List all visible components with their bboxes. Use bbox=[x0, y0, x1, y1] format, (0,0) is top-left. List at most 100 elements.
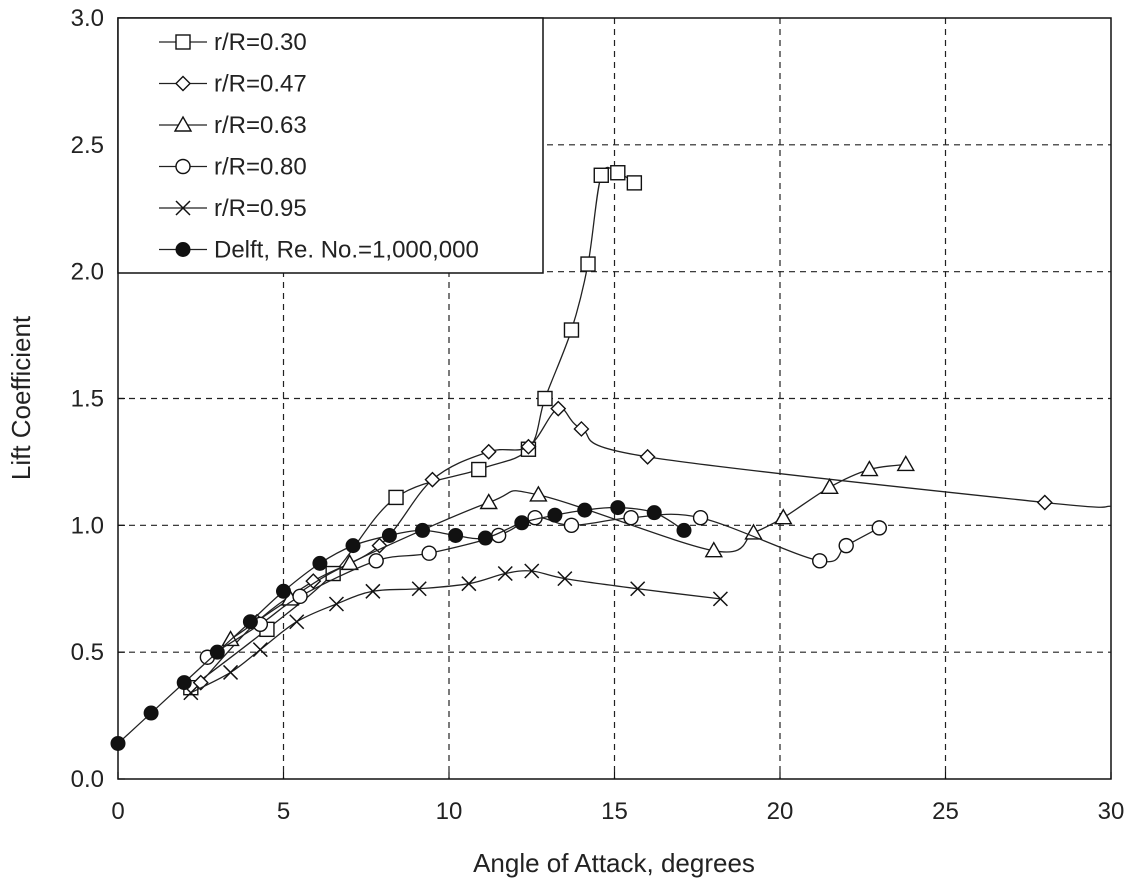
data-point bbox=[812, 553, 828, 569]
data-point bbox=[774, 508, 793, 525]
series-line bbox=[207, 513, 880, 658]
legend-entry: r/R=0.30 bbox=[159, 29, 307, 56]
y-tick-label: 1.5 bbox=[71, 386, 104, 413]
data-point bbox=[479, 493, 498, 510]
data-point bbox=[563, 517, 580, 534]
data-point bbox=[276, 583, 291, 599]
data-point bbox=[630, 581, 646, 597]
data-point bbox=[524, 563, 540, 579]
x-tick-label: 0 bbox=[111, 798, 124, 825]
x-tick-label: 10 bbox=[436, 798, 463, 825]
data-point bbox=[871, 520, 887, 536]
data-point bbox=[312, 555, 328, 571]
y-tick-label: 1.0 bbox=[71, 512, 104, 539]
data-point bbox=[537, 390, 553, 407]
data-point bbox=[1036, 494, 1053, 511]
legend-box bbox=[117, 17, 544, 274]
data-point bbox=[580, 256, 596, 272]
data-point bbox=[388, 489, 404, 506]
data-point bbox=[176, 675, 192, 691]
legend-entry: r/R=0.80 bbox=[159, 154, 307, 181]
data-point bbox=[424, 471, 441, 488]
data-point bbox=[411, 581, 427, 597]
data-point bbox=[292, 588, 308, 605]
data-point bbox=[421, 545, 437, 561]
data-point bbox=[593, 167, 609, 183]
data-point bbox=[365, 583, 381, 599]
legend-entry: r/R=0.63 bbox=[159, 112, 307, 139]
axes: 0 5 10 15 20 25 30 0.0 0.5 1.0 1.5 2.0 2.5 3.0 bbox=[71, 5, 1125, 825]
y-tick-label: 0.0 bbox=[71, 766, 104, 793]
data-point bbox=[577, 502, 593, 518]
data-point bbox=[289, 614, 305, 630]
series-line bbox=[200, 407, 1112, 684]
series-line bbox=[117, 506, 685, 744]
legend-marker bbox=[175, 242, 191, 257]
legend-label: r/R=0.80 bbox=[214, 154, 307, 181]
data-point bbox=[557, 571, 573, 587]
data-point bbox=[242, 614, 258, 630]
data-point bbox=[477, 530, 493, 546]
data-point bbox=[514, 515, 530, 531]
data-point bbox=[547, 507, 563, 523]
data-point bbox=[520, 438, 537, 455]
legend-marker bbox=[175, 200, 191, 216]
data-point bbox=[340, 553, 359, 571]
legend-marker bbox=[175, 75, 191, 92]
data-point bbox=[646, 505, 662, 521]
legend-entry: r/R=0.95 bbox=[159, 195, 307, 222]
series-x bbox=[183, 563, 728, 701]
data-point bbox=[896, 455, 915, 472]
data-point bbox=[371, 537, 388, 554]
data-point bbox=[497, 565, 513, 582]
data-point bbox=[110, 735, 126, 751]
data-point bbox=[223, 664, 239, 680]
data-point bbox=[345, 538, 361, 554]
data-point bbox=[529, 485, 548, 502]
data-point bbox=[573, 420, 590, 437]
data-point bbox=[712, 591, 728, 607]
data-point bbox=[221, 630, 240, 647]
series-diamond bbox=[192, 400, 1112, 691]
legend-label: r/R=0.47 bbox=[214, 71, 307, 98]
data-point bbox=[639, 448, 656, 465]
data-point bbox=[704, 541, 724, 558]
x-tick-label: 15 bbox=[601, 798, 628, 825]
y-tick-label: 2.5 bbox=[71, 132, 104, 159]
data-point bbox=[305, 573, 322, 590]
data-point bbox=[610, 165, 626, 181]
data-point bbox=[368, 553, 384, 569]
y-tick-label: 0.5 bbox=[71, 639, 104, 666]
legend-label: r/R=0.30 bbox=[214, 29, 307, 56]
legend-marker bbox=[173, 115, 193, 132]
data-point bbox=[143, 705, 159, 721]
data-point bbox=[480, 443, 497, 460]
legend-marker bbox=[175, 34, 191, 50]
series-triangle bbox=[221, 455, 915, 647]
data-point bbox=[838, 537, 854, 554]
legend-label: Delft, Re. No.=1,000,000 bbox=[214, 237, 479, 264]
legend-label: r/R=0.63 bbox=[214, 112, 307, 139]
legend-marker bbox=[175, 158, 191, 175]
y-tick-label: 3.0 bbox=[71, 5, 104, 32]
y-axis-label: Lift Coefficient bbox=[6, 315, 36, 480]
data-point bbox=[461, 576, 477, 592]
data-point bbox=[676, 522, 692, 538]
data-point bbox=[448, 527, 464, 543]
x-tick-label: 30 bbox=[1098, 798, 1125, 825]
series-layer bbox=[110, 165, 1112, 751]
data-point bbox=[626, 175, 643, 191]
series-circle-filled bbox=[110, 500, 692, 751]
legend: r/R=0.30 r/R=0.47 r/R=0.63 r/R=0.80 r/R=0.95… bbox=[117, 17, 544, 274]
legend-entry: Delft, Re. No.=1,000,000 bbox=[159, 237, 479, 264]
legend-entry: r/R=0.47 bbox=[159, 71, 307, 98]
data-point bbox=[209, 644, 225, 660]
data-point bbox=[328, 596, 344, 612]
data-point bbox=[860, 460, 879, 477]
y-tick-label: 2.0 bbox=[71, 259, 104, 286]
x-tick-label: 20 bbox=[767, 798, 794, 825]
data-point bbox=[252, 642, 268, 658]
x-axis-label: Angle of Attack, degrees bbox=[473, 848, 755, 878]
x-tick-label: 5 bbox=[277, 798, 290, 825]
